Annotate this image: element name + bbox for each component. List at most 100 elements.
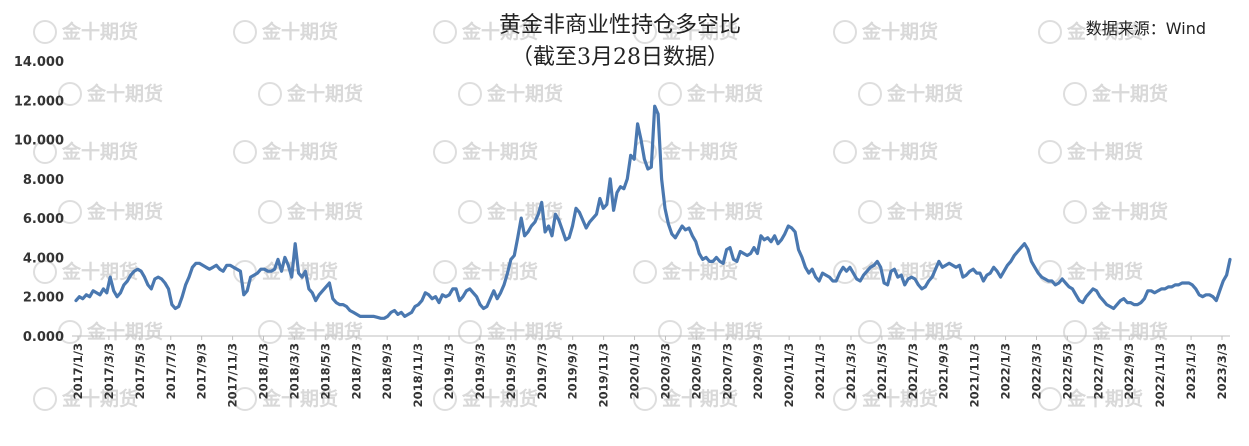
watermark-text: 金十期货 <box>61 387 138 410</box>
watermark-text: 金十期货 <box>1091 200 1168 223</box>
x-tick-label: 2022/5/3 <box>1060 343 1074 399</box>
x-tick-label: 2020/9/3 <box>751 343 765 399</box>
watermark-text: 金十期货 <box>1066 387 1143 410</box>
watermark-text: 金十期货 <box>861 387 938 410</box>
x-axis-ticks: 2017/1/3 2017/3/3 2017/5/3 2017/7/3 2017/9/3… <box>71 336 1229 407</box>
watermark-text: 金十期货 <box>61 20 138 43</box>
watermark-logo-icon <box>833 260 857 284</box>
watermark-logo-icon <box>858 200 882 224</box>
x-tick-label: 2020/5/3 <box>689 343 703 399</box>
watermark-logo-icon <box>458 320 482 344</box>
watermark-text: 金十期货 <box>686 200 763 223</box>
watermark-logo-icon <box>33 140 57 164</box>
x-tick-label: 2017/7/3 <box>164 343 178 399</box>
watermark-text: 金十期货 <box>486 200 563 223</box>
watermark-text: 金十期货 <box>661 260 738 283</box>
watermark-logo-icon <box>1038 140 1062 164</box>
watermark-text: 金十期货 <box>1091 82 1168 105</box>
x-tick-label: 2022/1/3 <box>999 343 1013 399</box>
x-tick-label: 2020/7/3 <box>720 343 734 399</box>
watermark-text: 金十期货 <box>861 260 938 283</box>
watermark-logo-icon <box>633 260 657 284</box>
x-tick-label: 2018/5/3 <box>318 343 332 399</box>
watermark-logo-icon <box>233 20 257 44</box>
x-tick-label: 2021/1/3 <box>813 343 827 399</box>
watermark-text: 金十期货 <box>86 82 163 105</box>
watermark-text: 金十期货 <box>61 140 138 163</box>
x-tick-label: 2018/11/3 <box>411 343 425 407</box>
x-tick-label: 2020/3/3 <box>658 343 672 399</box>
x-tick-label: 2017/9/3 <box>195 343 209 399</box>
x-tick-label: 2017/3/3 <box>102 343 116 399</box>
watermark-logo-icon <box>233 140 257 164</box>
x-tick-label: 2022/7/3 <box>1091 343 1105 399</box>
x-tick-label: 2017/11/3 <box>226 343 240 407</box>
watermark-logo-icon <box>658 320 682 344</box>
watermark-text: 金十期货 <box>661 387 738 410</box>
x-tick-label: 2020/1/3 <box>628 343 642 399</box>
watermark-logo-icon <box>58 82 82 106</box>
y-tick-label: 8.000 <box>23 173 64 188</box>
watermark-logo-icon <box>433 20 457 44</box>
watermark-text: 金十期货 <box>61 260 138 283</box>
watermark-text: 金十期货 <box>686 320 763 343</box>
x-tick-label: 2021/3/3 <box>844 343 858 399</box>
watermark-logo-icon <box>258 320 282 344</box>
watermark-logo-icon <box>858 320 882 344</box>
watermark-logo-icon <box>233 387 257 411</box>
y-tick-label: 12.000 <box>14 94 64 109</box>
y-tick-label: 2.000 <box>23 291 64 306</box>
x-tick-label: 2022/11/3 <box>1153 343 1167 407</box>
watermark-logo-icon <box>258 82 282 106</box>
watermark-text: 金十期货 <box>486 320 563 343</box>
watermark-text: 金十期货 <box>286 320 363 343</box>
x-tick-label: 2018/7/3 <box>349 343 363 399</box>
x-tick-label: 2019/11/3 <box>597 343 611 407</box>
watermark-text: 金十期货 <box>86 200 163 223</box>
watermark-text: 金十期货 <box>461 140 538 163</box>
watermark-logo-icon <box>1038 387 1062 411</box>
x-tick-label: 2021/11/3 <box>968 343 982 407</box>
watermark-text: 金十期货 <box>886 82 963 105</box>
watermark-logo-icon <box>58 200 82 224</box>
watermark-text: 金十期货 <box>661 140 738 163</box>
watermark-text: 金十期货 <box>1066 260 1143 283</box>
watermark-text: 金十期货 <box>286 200 363 223</box>
watermark-logo-icon <box>833 20 857 44</box>
watermark-text: 金十期货 <box>886 320 963 343</box>
watermark-logo-icon <box>33 20 57 44</box>
watermark-logo-icon <box>233 260 257 284</box>
watermark-logo-icon <box>458 200 482 224</box>
watermark-logo-icon <box>433 260 457 284</box>
watermark-text: 金十期货 <box>861 20 938 43</box>
watermark-logo-icon <box>433 387 457 411</box>
watermark-text: 金十期货 <box>686 82 763 105</box>
series-line-long-short-ratio <box>74 104 1232 320</box>
y-tick-label: 10.000 <box>14 134 64 149</box>
watermark-logo-icon <box>658 200 682 224</box>
y-tick-label: 4.000 <box>23 251 64 266</box>
watermark-logo-icon <box>1038 20 1062 44</box>
x-tick-label: 2019/7/3 <box>535 343 549 399</box>
watermark-logo-icon <box>58 320 82 344</box>
watermark-text: 金十期货 <box>261 387 338 410</box>
watermark-text: 金十期货 <box>461 20 538 43</box>
x-tick-label: 2021/5/3 <box>875 343 889 399</box>
y-tick-label: 6.000 <box>23 212 64 227</box>
watermark-logo-icon <box>33 387 57 411</box>
watermark-text: 金十期货 <box>461 387 538 410</box>
x-tick-label: 2019/3/3 <box>473 343 487 399</box>
y-tick-label: 0.000 <box>23 330 64 345</box>
watermark-text: 金十期货 <box>86 320 163 343</box>
watermark-logo-icon <box>1063 82 1087 106</box>
watermark-text: 金十期货 <box>861 140 938 163</box>
watermark-text: 金十期货 <box>286 82 363 105</box>
watermark-logo-icon <box>1063 200 1087 224</box>
watermark-logo-icon <box>633 20 657 44</box>
watermark-text: 金十期货 <box>886 200 963 223</box>
data-source-note: 数据来源：Wind <box>1086 19 1206 38</box>
watermark-text: 金十期货 <box>261 140 338 163</box>
watermark-text: 金十期货 <box>661 20 738 43</box>
x-tick-label: 2021/7/3 <box>906 343 920 399</box>
